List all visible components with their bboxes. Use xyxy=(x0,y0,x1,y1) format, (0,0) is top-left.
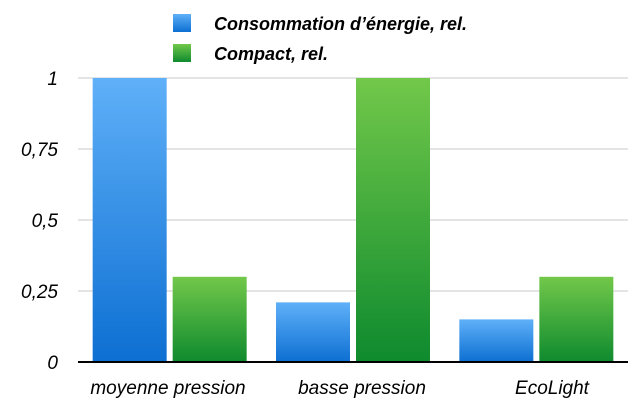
x-tick-label: basse pression xyxy=(298,378,426,399)
legend-swatch xyxy=(173,14,191,32)
bar-compact-0 xyxy=(173,277,247,362)
y-tick-label: 0,5 xyxy=(32,211,59,232)
legend-swatch xyxy=(173,44,191,62)
x-tick-label: moyenne pression xyxy=(90,378,245,399)
x-tick-label: EcoLight xyxy=(515,378,590,399)
bar-compact-2 xyxy=(539,277,613,362)
legend: Consommation d’énergie, rel. Compact, rel… xyxy=(173,14,467,64)
bar-energy-0 xyxy=(93,78,167,362)
bar-energy-1 xyxy=(276,302,350,362)
legend-label: Consommation d’énergie, rel. xyxy=(214,14,467,34)
y-tick-label: 0 xyxy=(47,353,58,374)
legend-label: Compact, rel. xyxy=(214,44,328,64)
y-axis: 0 0,25 0,5 0,75 1 xyxy=(21,69,58,374)
x-axis: moyenne pression basse pression EcoLight xyxy=(78,362,628,399)
y-tick-label: 1 xyxy=(47,69,58,90)
bar-compact-1 xyxy=(356,78,430,362)
y-tick-label: 0,25 xyxy=(21,282,58,303)
y-tick-label: 0,75 xyxy=(21,140,58,161)
bar-energy-2 xyxy=(459,319,533,362)
